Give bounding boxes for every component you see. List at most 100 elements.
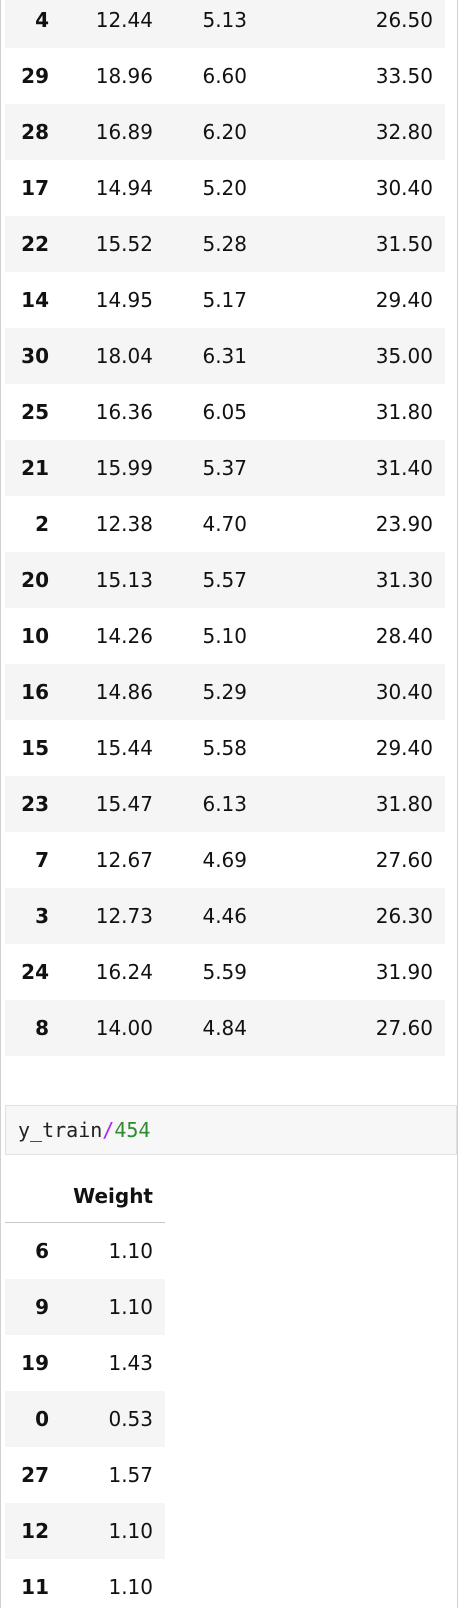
weight-value: 1.57 [49, 1447, 165, 1503]
cell-col-1: 15.44 [49, 720, 153, 776]
row-index: 29 [5, 48, 49, 104]
table-row: 17 14.94 5.20 30.40 [5, 160, 445, 216]
table-row: 25 16.36 6.05 31.80 [5, 384, 445, 440]
table-row: 15 15.44 5.58 29.40 [5, 720, 445, 776]
table-row: 24 16.24 5.59 31.90 [5, 944, 445, 1000]
cell-col-1: 15.47 [49, 776, 153, 832]
table-row: 19 1.43 [5, 1335, 165, 1391]
weight-value: 1.10 [49, 1279, 165, 1335]
table-row: 4 12.44 5.13 26.50 [5, 0, 445, 48]
dataframe-output-weight: Weight 6 1.10 9 1.10 19 1.43 0 0.53 27 1.57 12 1.10… [5, 1170, 165, 1615]
table-row: 29 18.96 6.60 33.50 [5, 48, 445, 104]
cell-col-1: 12.67 [49, 832, 153, 888]
cell-col-1: 16.89 [49, 104, 153, 160]
code-cell-input[interactable]: y_train/454 [5, 1105, 457, 1155]
cell-col-2: 5.28 [153, 216, 247, 272]
cell-col-3: 23.90 [247, 496, 445, 552]
cell-col-2: 5.57 [153, 552, 247, 608]
table-row: 9 1.10 [5, 1279, 165, 1335]
cell-col-2: 5.29 [153, 664, 247, 720]
table-row: 3 12.73 4.46 26.30 [5, 888, 445, 944]
row-index: 6 [5, 1222, 49, 1279]
weight-value: 1.10 [49, 1503, 165, 1559]
row-index: 0 [5, 1391, 49, 1447]
cell-col-2: 5.17 [153, 272, 247, 328]
dataframe-output-top: 4 12.44 5.13 26.50 29 18.96 6.60 33.50 28 16.89 6.… [5, 0, 445, 1056]
table-row: 21 15.99 5.37 31.40 [5, 440, 445, 496]
notebook-left-border [0, 0, 1, 1608]
row-index: 7 [5, 832, 49, 888]
cell-col-2: 6.05 [153, 384, 247, 440]
cell-col-3: 35.00 [247, 328, 445, 384]
weight-value: 1.10 [49, 1222, 165, 1279]
row-index: 10 [5, 608, 49, 664]
table-row: 0 0.53 [5, 1391, 165, 1447]
cell-col-3: 29.40 [247, 720, 445, 776]
row-index: 28 [5, 104, 49, 160]
table-row: 28 16.89 6.20 32.80 [5, 104, 445, 160]
cell-col-3: 31.80 [247, 776, 445, 832]
cell-col-3: 26.30 [247, 888, 445, 944]
row-index: 14 [5, 272, 49, 328]
table-row: 20 15.13 5.57 31.30 [5, 552, 445, 608]
table-row: 8 14.00 4.84 27.60 [5, 1000, 445, 1056]
cell-col-3: 31.80 [247, 384, 445, 440]
row-index: 21 [5, 440, 49, 496]
table-row: 7 12.67 4.69 27.60 [5, 832, 445, 888]
weight-column-header: Weight [49, 1170, 165, 1223]
row-index: 9 [5, 1279, 49, 1335]
row-index: 23 [5, 776, 49, 832]
table-row: 23 15.47 6.13 31.80 [5, 776, 445, 832]
cell-col-2: 5.37 [153, 440, 247, 496]
cell-col-1: 14.95 [49, 272, 153, 328]
table-row: 30 18.04 6.31 35.00 [5, 328, 445, 384]
cell-col-2: 4.46 [153, 888, 247, 944]
cell-col-2: 6.31 [153, 328, 247, 384]
row-index: 4 [5, 0, 49, 48]
row-index: 11 [5, 1559, 49, 1615]
cell-col-2: 4.84 [153, 1000, 247, 1056]
row-index: 25 [5, 384, 49, 440]
cell-col-2: 6.60 [153, 48, 247, 104]
row-index: 16 [5, 664, 49, 720]
cell-col-3: 31.90 [247, 944, 445, 1000]
code-variable: y_train [18, 1118, 103, 1142]
row-index: 27 [5, 1447, 49, 1503]
cell-col-2: 4.69 [153, 832, 247, 888]
cell-col-3: 27.60 [247, 1000, 445, 1056]
row-index: 24 [5, 944, 49, 1000]
cell-col-1: 14.26 [49, 608, 153, 664]
cell-col-1: 14.94 [49, 160, 153, 216]
cell-col-3: 33.50 [247, 48, 445, 104]
cell-col-1: 12.44 [49, 0, 153, 48]
table-row: 16 14.86 5.29 30.40 [5, 664, 445, 720]
table-row: 14 14.95 5.17 29.40 [5, 272, 445, 328]
cell-col-2: 5.20 [153, 160, 247, 216]
cell-col-1: 16.24 [49, 944, 153, 1000]
row-index: 19 [5, 1335, 49, 1391]
table-row: 22 15.52 5.28 31.50 [5, 216, 445, 272]
cell-col-1: 12.73 [49, 888, 153, 944]
row-index: 3 [5, 888, 49, 944]
cell-col-3: 32.80 [247, 104, 445, 160]
cell-col-3: 31.40 [247, 440, 445, 496]
cell-col-1: 18.96 [49, 48, 153, 104]
cell-col-3: 27.60 [247, 832, 445, 888]
weight-value: 1.10 [49, 1559, 165, 1615]
row-index: 20 [5, 552, 49, 608]
cell-col-3: 30.40 [247, 664, 445, 720]
row-index: 8 [5, 1000, 49, 1056]
table-row: 6 1.10 [5, 1222, 165, 1279]
cell-col-2: 5.10 [153, 608, 247, 664]
weight-value: 0.53 [49, 1391, 165, 1447]
cell-col-1: 15.13 [49, 552, 153, 608]
cell-col-1: 15.99 [49, 440, 153, 496]
cell-col-3: 31.50 [247, 216, 445, 272]
row-index: 15 [5, 720, 49, 776]
cell-col-2: 4.70 [153, 496, 247, 552]
cell-col-3: 31.30 [247, 552, 445, 608]
cell-col-2: 6.13 [153, 776, 247, 832]
code-operator: / [102, 1118, 115, 1142]
cell-col-1: 15.52 [49, 216, 153, 272]
cell-col-2: 5.58 [153, 720, 247, 776]
